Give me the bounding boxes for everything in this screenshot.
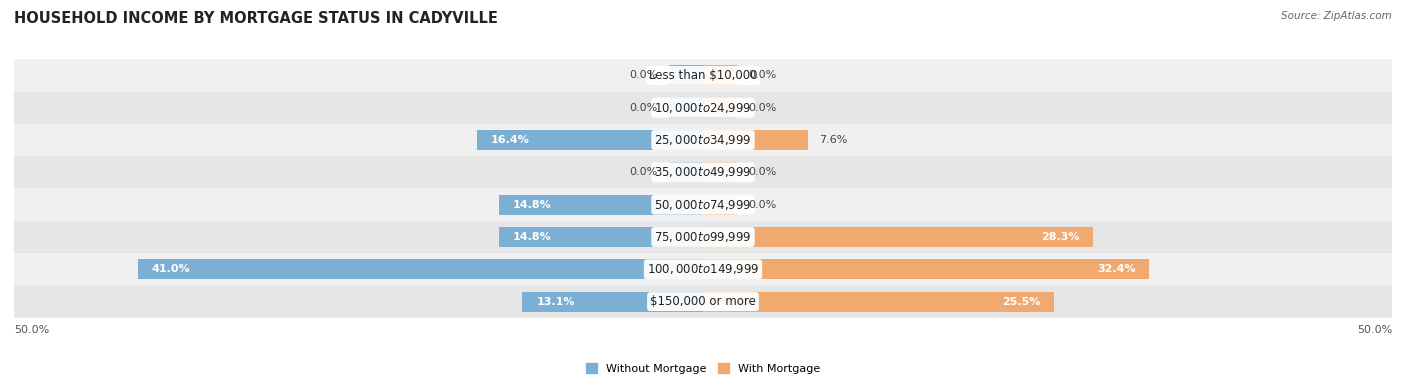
Text: $75,000 to $99,999: $75,000 to $99,999: [654, 230, 752, 244]
Bar: [499, 195, 703, 215]
Bar: [703, 259, 1150, 279]
Bar: [669, 162, 703, 182]
Text: 7.6%: 7.6%: [818, 135, 848, 145]
Bar: [703, 98, 738, 118]
Bar: [703, 195, 738, 215]
Bar: [523, 291, 703, 312]
Text: 0.0%: 0.0%: [630, 70, 658, 80]
Bar: [703, 291, 1054, 312]
FancyBboxPatch shape: [14, 253, 1392, 285]
Text: $50,000 to $74,999: $50,000 to $74,999: [654, 198, 752, 211]
FancyBboxPatch shape: [14, 188, 1392, 221]
Text: 0.0%: 0.0%: [748, 167, 776, 177]
Text: 25.5%: 25.5%: [1002, 297, 1040, 307]
Text: $10,000 to $24,999: $10,000 to $24,999: [654, 101, 752, 115]
FancyBboxPatch shape: [14, 92, 1392, 124]
Text: 14.8%: 14.8%: [513, 232, 551, 242]
Text: 50.0%: 50.0%: [14, 325, 49, 335]
Text: 50.0%: 50.0%: [1357, 325, 1392, 335]
Text: Less than $10,000: Less than $10,000: [648, 69, 758, 82]
Bar: [669, 98, 703, 118]
Bar: [703, 162, 738, 182]
FancyBboxPatch shape: [14, 285, 1392, 318]
Text: 14.8%: 14.8%: [513, 200, 551, 210]
Bar: [477, 130, 703, 150]
Text: $35,000 to $49,999: $35,000 to $49,999: [654, 166, 752, 179]
Bar: [703, 130, 807, 150]
FancyBboxPatch shape: [14, 156, 1392, 188]
Text: 0.0%: 0.0%: [748, 103, 776, 113]
Text: 0.0%: 0.0%: [630, 167, 658, 177]
Text: 32.4%: 32.4%: [1097, 264, 1136, 274]
Text: $25,000 to $34,999: $25,000 to $34,999: [654, 133, 752, 147]
Text: 0.0%: 0.0%: [748, 70, 776, 80]
Text: 0.0%: 0.0%: [630, 103, 658, 113]
Legend: Without Mortgage, With Mortgage: Without Mortgage, With Mortgage: [582, 359, 824, 377]
Bar: [703, 65, 738, 86]
FancyBboxPatch shape: [14, 59, 1392, 92]
Text: 41.0%: 41.0%: [152, 264, 190, 274]
Text: HOUSEHOLD INCOME BY MORTGAGE STATUS IN CADYVILLE: HOUSEHOLD INCOME BY MORTGAGE STATUS IN C…: [14, 11, 498, 26]
Text: Source: ZipAtlas.com: Source: ZipAtlas.com: [1281, 11, 1392, 21]
Text: $150,000 or more: $150,000 or more: [650, 295, 756, 308]
FancyBboxPatch shape: [14, 124, 1392, 156]
Text: $100,000 to $149,999: $100,000 to $149,999: [647, 262, 759, 276]
Bar: [669, 65, 703, 86]
Bar: [499, 227, 703, 247]
Text: 28.3%: 28.3%: [1040, 232, 1080, 242]
Text: 0.0%: 0.0%: [748, 200, 776, 210]
Bar: [138, 259, 703, 279]
FancyBboxPatch shape: [14, 221, 1392, 253]
Text: 13.1%: 13.1%: [536, 297, 575, 307]
Text: 16.4%: 16.4%: [491, 135, 530, 145]
Bar: [703, 227, 1092, 247]
